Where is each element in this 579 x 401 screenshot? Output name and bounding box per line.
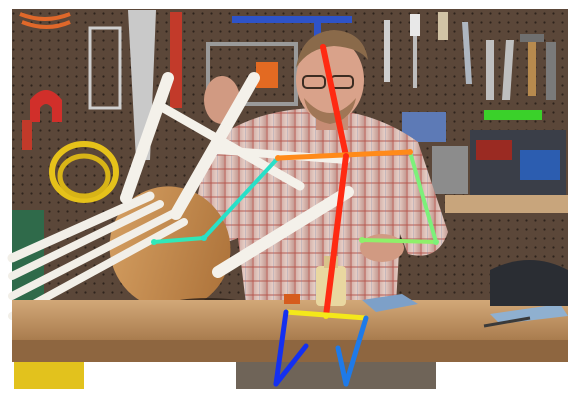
drawer-cabinet <box>432 146 468 194</box>
skeleton-left-forearm <box>360 238 438 244</box>
marker-icon <box>484 110 542 120</box>
pliers-icon <box>486 40 494 100</box>
skeleton-right-shin <box>273 343 309 387</box>
clamp-icon <box>30 90 62 122</box>
skeleton-spine <box>323 153 349 319</box>
wrench-icon <box>462 22 472 84</box>
glasses-icon <box>302 75 326 89</box>
skeleton-right-upper-arm <box>202 156 280 240</box>
chair-leg <box>120 72 174 204</box>
hanging-tools <box>19 10 568 213</box>
skeleton-head-neck <box>320 44 349 159</box>
skeleton-left-thigh <box>343 315 369 387</box>
shelf <box>445 195 568 213</box>
square-icon <box>232 16 352 23</box>
skeleton-left-shin <box>335 345 349 387</box>
screwdriver-icon <box>384 20 390 82</box>
skeleton-left-upper-arm <box>408 150 438 244</box>
hammer-icon <box>528 36 536 96</box>
level-icon <box>170 12 182 108</box>
cord-icon <box>49 141 119 203</box>
pose-skeleton <box>151 44 439 387</box>
hacksaw-icon <box>88 26 122 110</box>
skeleton-right-forearm <box>152 236 206 244</box>
skeleton-right-thigh <box>273 309 289 387</box>
